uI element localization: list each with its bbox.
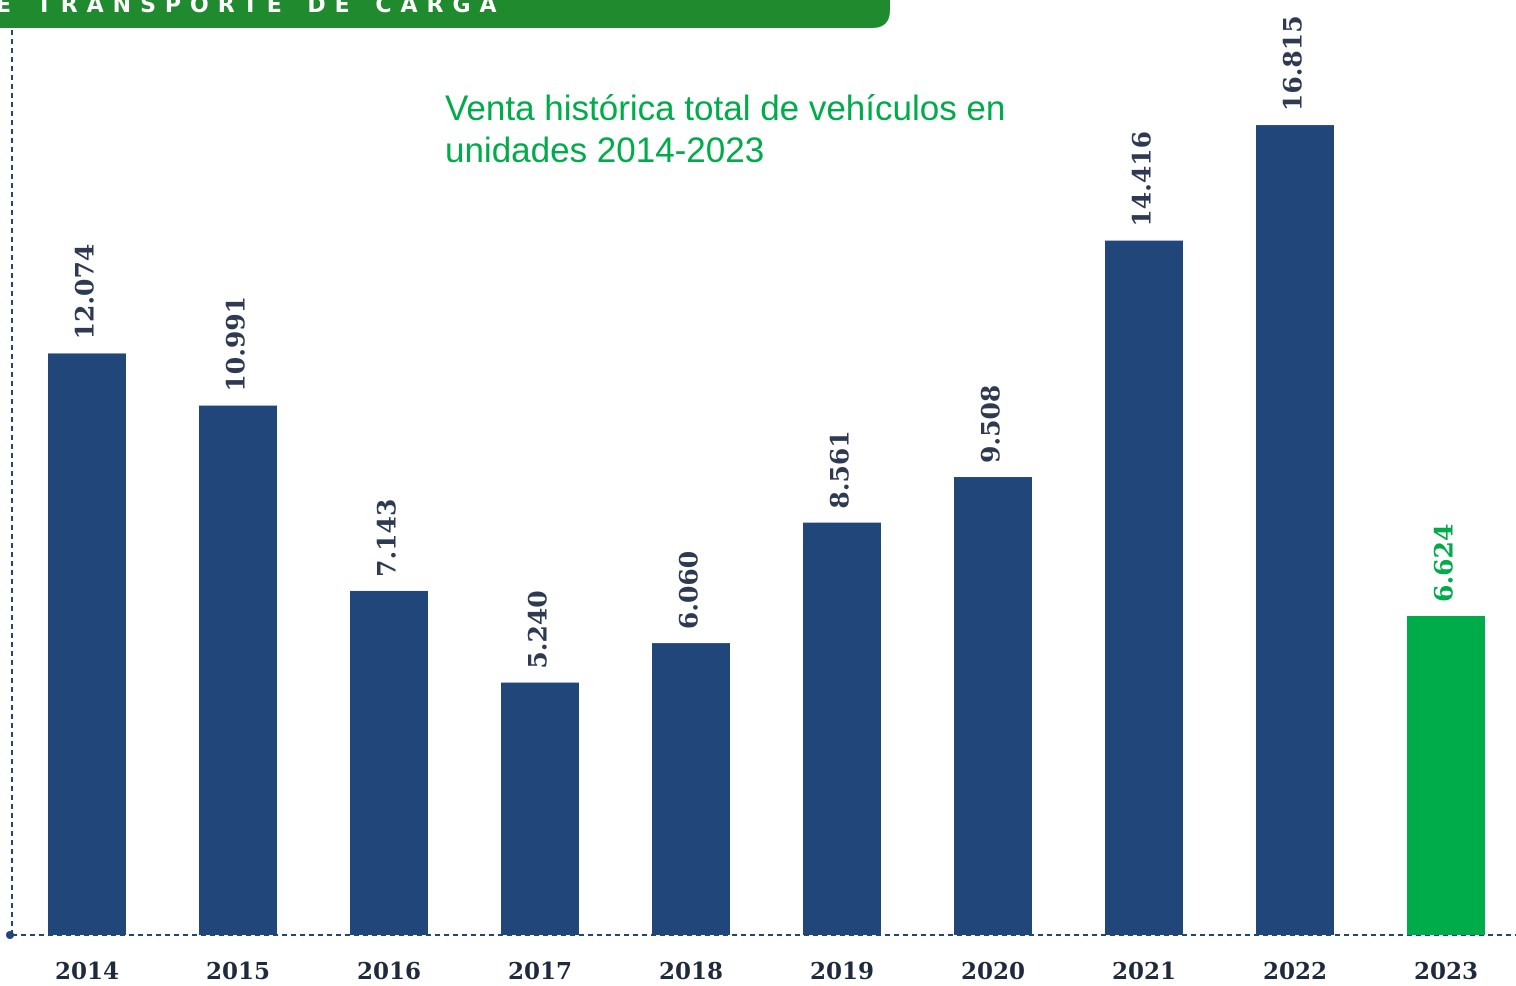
x-tick-label: 2020	[961, 958, 1025, 985]
bar	[1407, 615, 1485, 935]
bar	[803, 522, 881, 935]
bar	[48, 353, 126, 935]
x-tick-label: 2021	[1112, 958, 1176, 985]
x-tick-label: 2014	[55, 958, 119, 985]
bar	[954, 477, 1032, 935]
value-label: 12.074	[71, 244, 100, 340]
x-tick-label: 2017	[508, 958, 572, 985]
x-tick-label: 2018	[659, 958, 723, 985]
axis-dot	[6, 931, 14, 939]
bar	[199, 405, 277, 935]
bar	[1105, 240, 1183, 935]
x-tick-label: 2023	[1414, 958, 1478, 985]
x-tick-label: 2015	[206, 958, 270, 985]
value-label: 6.060	[675, 551, 704, 629]
banner-background	[0, 0, 890, 28]
x-tick-label: 2019	[810, 958, 874, 985]
chart-title: Venta histórica total de vehículos en	[445, 89, 1005, 128]
bar	[652, 643, 730, 935]
value-label: 8.561	[826, 430, 855, 508]
value-label: 14.416	[1128, 131, 1157, 227]
bar	[1256, 125, 1334, 935]
x-tick-label: 2022	[1263, 958, 1327, 985]
bar	[350, 590, 428, 935]
chart-title: unidades 2014-2023	[445, 131, 764, 170]
value-label: 16.815	[1279, 15, 1308, 111]
value-label: 6.624	[1430, 524, 1459, 602]
value-label: 5.240	[524, 590, 553, 668]
value-label: 10.991	[222, 296, 251, 392]
banner-text: E TRANSPORTE DE CARGA	[0, 0, 506, 18]
value-label: 9.508	[977, 385, 1006, 463]
x-tick-label: 2016	[357, 958, 421, 985]
bar	[501, 682, 579, 935]
value-label: 7.143	[373, 499, 402, 577]
